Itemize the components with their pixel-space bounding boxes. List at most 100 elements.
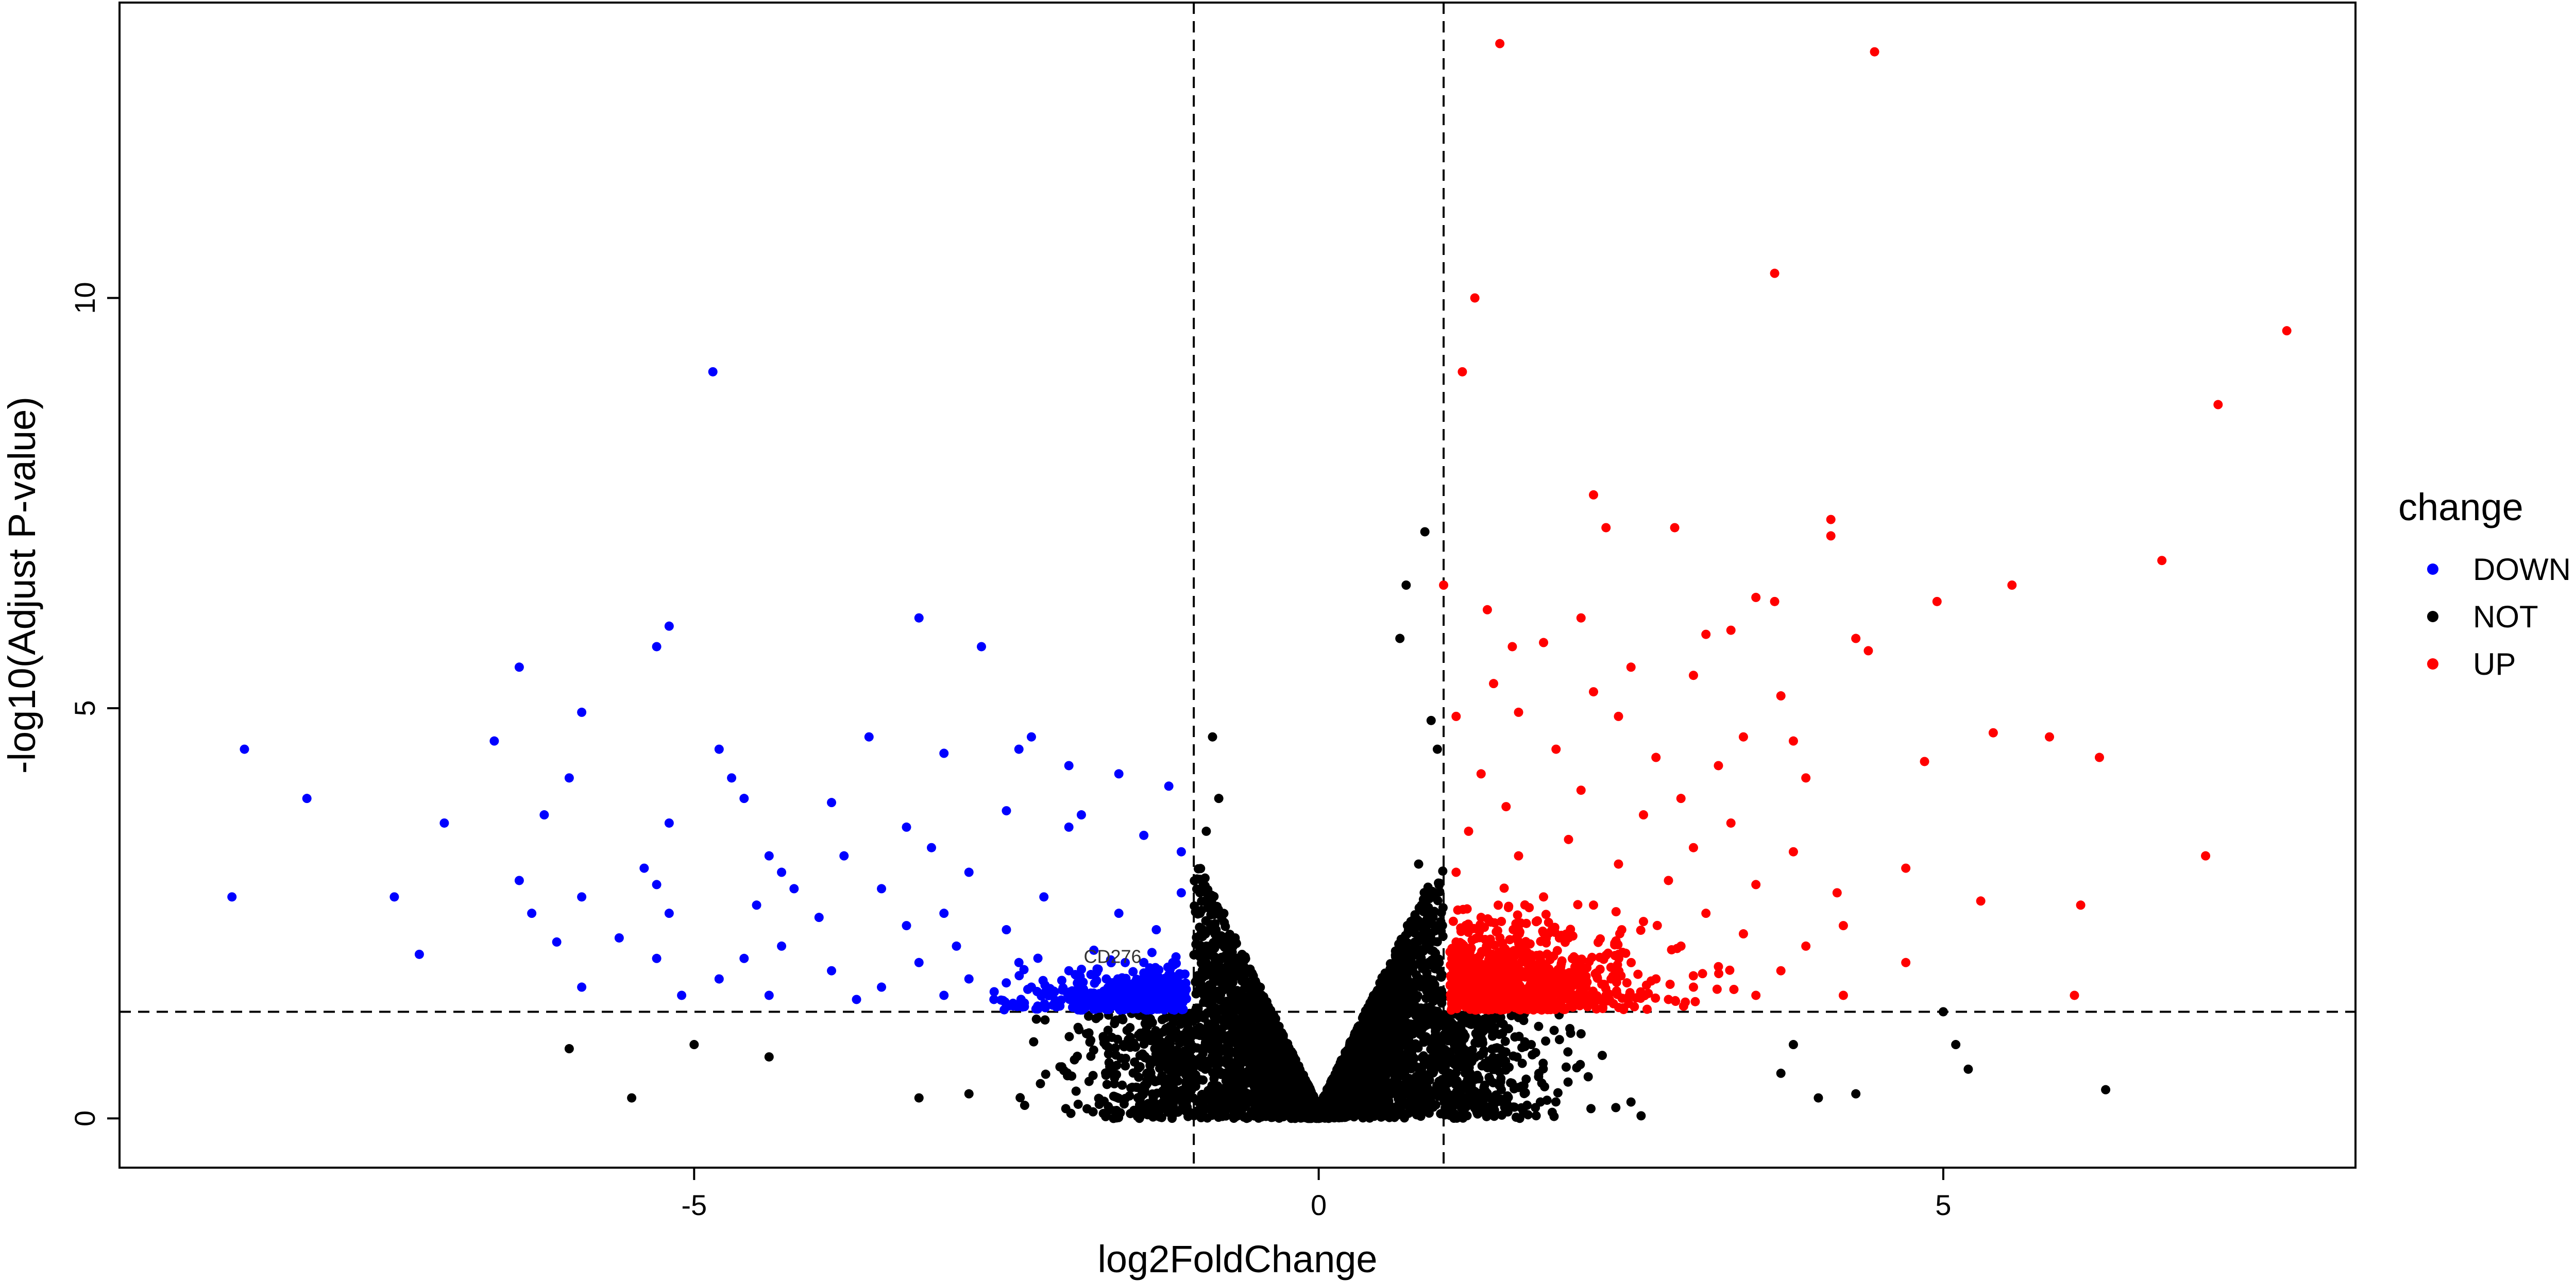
point-not	[1405, 920, 1415, 930]
point-down	[1019, 965, 1029, 975]
point-not	[1431, 1100, 1440, 1110]
point-up	[1643, 988, 1653, 998]
point-not	[1575, 1059, 1585, 1069]
point-not	[1438, 990, 1448, 1000]
point-not	[1098, 1032, 1108, 1041]
point-not	[1209, 1102, 1218, 1112]
point-down	[1140, 1004, 1149, 1014]
point-not	[1184, 1037, 1194, 1047]
point-not	[1432, 1055, 1442, 1065]
point-down	[1004, 1001, 1014, 1011]
point-not	[1199, 1032, 1209, 1041]
point-not	[1153, 1076, 1163, 1086]
point-not	[1233, 1026, 1243, 1036]
point-not	[1226, 963, 1236, 973]
point-not	[1583, 1072, 1593, 1082]
point-not	[1357, 1072, 1366, 1082]
point-not	[1424, 1108, 1434, 1118]
point-not	[1447, 1034, 1457, 1044]
point-up	[1611, 907, 1621, 917]
point-not	[1242, 983, 1252, 993]
point-up	[1636, 926, 1646, 935]
point-not	[1422, 986, 1432, 996]
point-down	[1176, 983, 1186, 993]
point-down	[1154, 972, 1164, 982]
point-not	[1301, 1084, 1311, 1094]
point-not	[1436, 926, 1446, 936]
point-not	[1498, 1028, 1507, 1038]
point-not	[1253, 992, 1263, 1001]
point-not	[1512, 1052, 1522, 1062]
point-not	[1368, 1001, 1378, 1011]
point-not	[1489, 1100, 1499, 1109]
point-not	[1269, 1049, 1279, 1059]
point-not	[1218, 984, 1228, 994]
point-not	[1216, 952, 1226, 962]
point-not	[1213, 1014, 1223, 1023]
point-not	[1460, 1068, 1470, 1078]
point-not	[1167, 1114, 1177, 1123]
point-not	[1468, 1095, 1478, 1105]
point-not	[1416, 1108, 1426, 1118]
point-not	[1040, 1015, 1050, 1025]
point-not	[1216, 1069, 1226, 1079]
point-up	[1621, 948, 1631, 958]
point-up	[1642, 1004, 1652, 1014]
point-not	[1233, 997, 1243, 1007]
point-not	[1091, 1014, 1101, 1023]
point-not	[1344, 1096, 1353, 1106]
point-not	[1215, 995, 1225, 1005]
point-down	[989, 987, 999, 997]
point-not	[1197, 1090, 1207, 1100]
point-not	[1432, 1009, 1442, 1019]
point-not	[1402, 929, 1412, 939]
point-not	[1334, 1108, 1344, 1118]
point-not	[1458, 1108, 1468, 1118]
point-down	[1067, 986, 1077, 996]
point-not	[1073, 1099, 1083, 1109]
point-down	[1116, 977, 1126, 986]
point-not	[1233, 1105, 1243, 1115]
point-not	[1412, 1086, 1421, 1096]
point-not	[1491, 1090, 1501, 1100]
point-not	[1439, 1030, 1449, 1039]
point-not	[1541, 1036, 1551, 1046]
point-not	[1232, 1047, 1242, 1057]
point-not	[1355, 1023, 1365, 1033]
point-not	[1437, 970, 1447, 980]
point-not	[1230, 1005, 1240, 1015]
point-not	[1454, 1011, 1464, 1021]
point-not	[1081, 1029, 1091, 1038]
point-not	[1208, 988, 1217, 998]
point-not	[1421, 1078, 1431, 1088]
point-not	[1222, 1059, 1232, 1069]
point-down	[1145, 963, 1155, 973]
point-down	[1033, 953, 1043, 963]
point-down	[1154, 965, 1164, 975]
point-down	[1156, 1004, 1165, 1014]
point-not	[1358, 1031, 1367, 1041]
point-not	[1391, 1061, 1401, 1071]
point-not	[1157, 1113, 1166, 1122]
point-not	[1448, 1074, 1458, 1084]
point-not	[1495, 1044, 1505, 1054]
point-not	[1267, 1061, 1277, 1071]
point-not	[1257, 1099, 1266, 1108]
point-not	[1031, 1014, 1041, 1024]
point-not	[1419, 1037, 1429, 1047]
point-not	[1325, 1102, 1334, 1112]
point-not	[1418, 1099, 1428, 1109]
point-not	[1246, 968, 1256, 978]
point-not	[1278, 1032, 1288, 1042]
point-not	[1036, 1079, 1045, 1088]
point-not	[1371, 1079, 1381, 1088]
point-down	[1113, 987, 1123, 997]
point-down	[1039, 988, 1049, 998]
point-not	[1164, 1063, 1174, 1072]
point-not	[1274, 1021, 1284, 1031]
point-not	[1197, 988, 1207, 998]
point-not	[1358, 1013, 1367, 1023]
point-not	[1071, 1086, 1081, 1096]
point-not	[1342, 1046, 1352, 1055]
